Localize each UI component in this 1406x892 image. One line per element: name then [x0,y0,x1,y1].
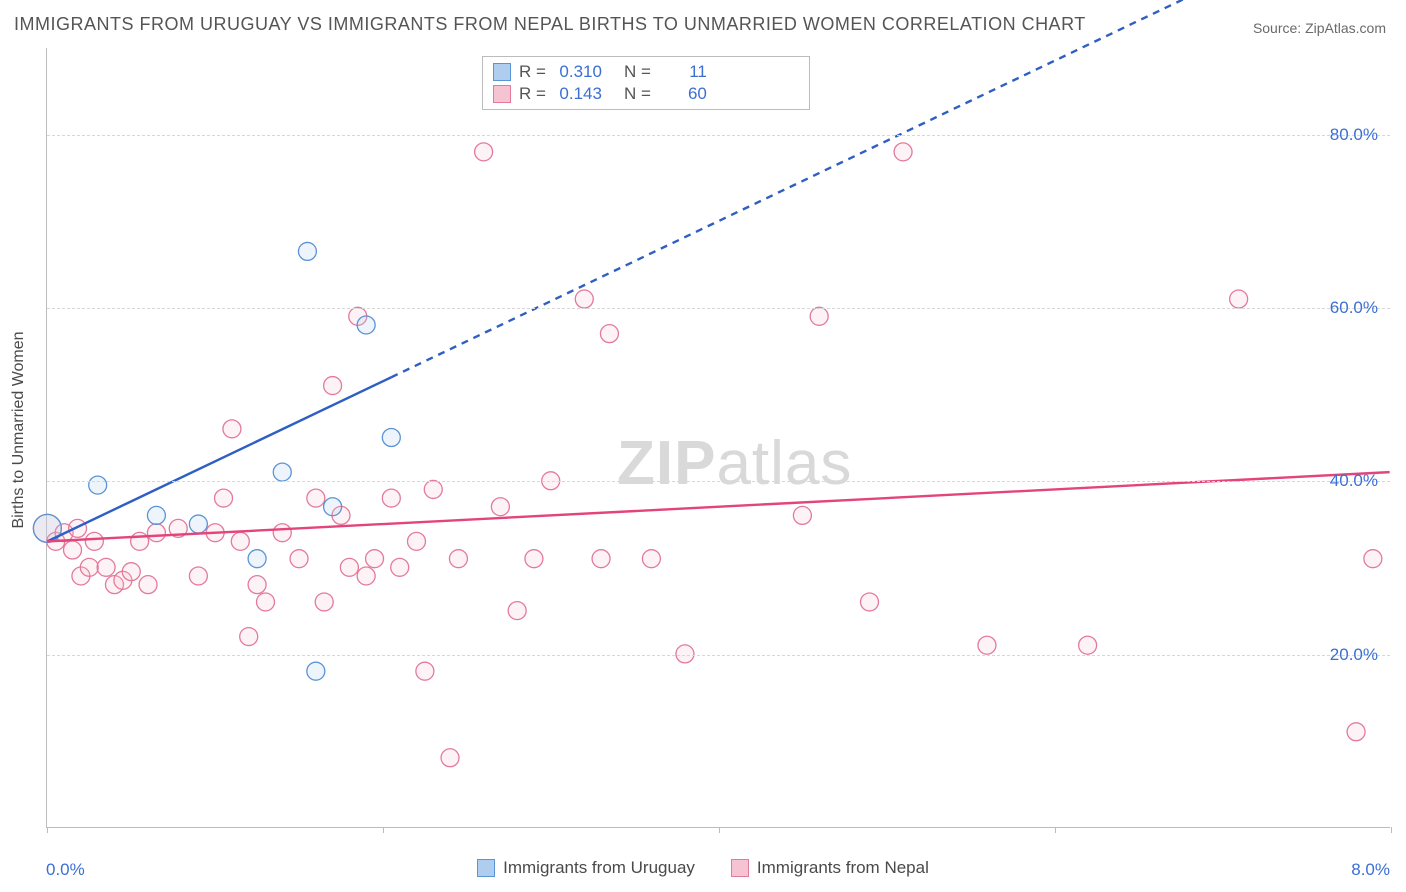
data-point [1079,636,1097,654]
gridline [47,481,1390,482]
data-point [215,489,233,507]
y-axis-label: Births to Unmarried Women [10,331,28,528]
data-point [240,628,258,646]
data-point [575,290,593,308]
y-tick-label: 40.0% [1330,471,1378,491]
data-point [324,377,342,395]
x-tick [1391,827,1392,833]
gridline [47,135,1390,136]
data-point [424,480,442,498]
gridline [47,308,1390,309]
legend-stats-row: R = 0.310 N = 11 [483,61,809,83]
legend-swatch [477,859,495,877]
x-tick [47,827,48,833]
scatter-svg [47,48,1390,827]
data-point [89,476,107,494]
data-point [324,498,342,516]
legend-series: Immigrants from Uruguay Immigrants from N… [0,858,1406,882]
data-point [340,558,358,576]
data-point [416,662,434,680]
data-point [189,567,207,585]
data-point [407,532,425,550]
data-point [189,515,207,533]
data-point [273,463,291,481]
data-point [1347,723,1365,741]
data-point [223,420,241,438]
data-point [273,524,291,542]
data-point [391,558,409,576]
data-point [441,749,459,767]
x-tick [383,827,384,833]
chart-title: IMMIGRANTS FROM URUGUAY VS IMMIGRANTS FR… [14,14,1086,35]
data-point [357,316,375,334]
data-point [978,636,996,654]
data-point [861,593,879,611]
data-point [256,593,274,611]
data-point [525,550,543,568]
data-point [248,550,266,568]
data-point [69,519,87,537]
data-point [231,532,249,550]
legend-n-label: N = [624,84,651,104]
legend-series-item: Immigrants from Nepal [731,858,929,878]
data-point [64,541,82,559]
legend-swatch [731,859,749,877]
data-point [122,563,140,581]
data-point [642,550,660,568]
x-tick [1055,827,1056,833]
legend-r-label: R = [519,62,546,82]
data-point [33,514,61,542]
source-label: Source: ZipAtlas.com [1253,20,1386,36]
data-point [298,242,316,260]
data-point [147,506,165,524]
data-point [307,662,325,680]
legend-series-label: Immigrants from Uruguay [503,858,695,878]
legend-r-value: 0.143 [554,84,602,104]
data-point [290,550,308,568]
data-point [382,489,400,507]
data-point [793,506,811,524]
legend-series-label: Immigrants from Nepal [757,858,929,878]
legend-n-value: 11 [659,62,707,82]
data-point [491,498,509,516]
data-point [1364,550,1382,568]
data-point [508,602,526,620]
legend-r-value: 0.310 [554,62,602,82]
legend-swatch [493,63,511,81]
legend-swatch [493,85,511,103]
legend-n-value: 60 [659,84,707,104]
y-tick-label: 80.0% [1330,125,1378,145]
data-point [97,558,115,576]
data-point [147,524,165,542]
data-point [382,429,400,447]
data-point [600,325,618,343]
data-point [894,143,912,161]
data-point [80,558,98,576]
data-point [475,143,493,161]
data-point [810,307,828,325]
legend-stats-row: R = 0.143 N = 60 [483,83,809,105]
plot-area: ZIPatlas 20.0%40.0%60.0%80.0% [46,48,1390,828]
x-tick [719,827,720,833]
data-point [307,489,325,507]
data-point [366,550,384,568]
legend-n-label: N = [624,62,651,82]
data-point [449,550,467,568]
data-point [131,532,149,550]
y-tick-label: 60.0% [1330,298,1378,318]
gridline [47,655,1390,656]
data-point [85,532,103,550]
data-point [139,576,157,594]
data-point [1230,290,1248,308]
legend-r-label: R = [519,84,546,104]
data-point [248,576,266,594]
legend-series-item: Immigrants from Uruguay [477,858,695,878]
legend-stats: R = 0.310 N = 11 R = 0.143 N = 60 [482,56,810,110]
trend-line [47,472,1389,541]
data-point [315,593,333,611]
data-point [592,550,610,568]
data-point [357,567,375,585]
y-tick-label: 20.0% [1330,645,1378,665]
